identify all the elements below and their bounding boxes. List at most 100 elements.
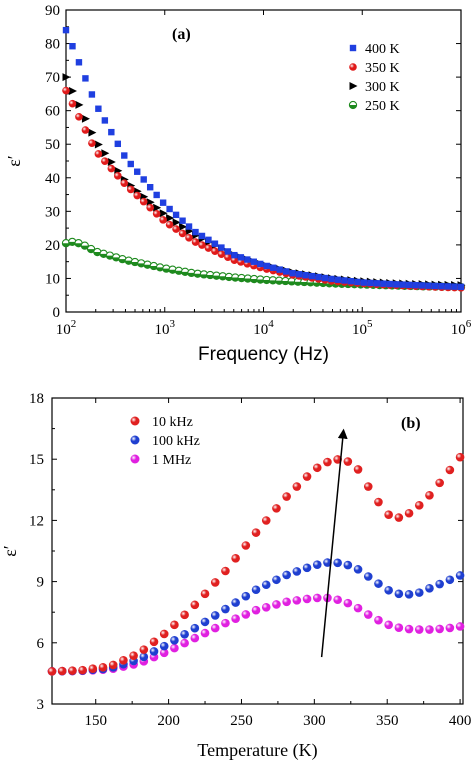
data-point bbox=[101, 117, 109, 124]
data-point bbox=[302, 472, 312, 481]
data-point bbox=[292, 567, 302, 576]
data-point bbox=[349, 63, 357, 71]
data-point bbox=[170, 643, 179, 653]
data-point bbox=[363, 610, 373, 619]
data-point bbox=[93, 247, 102, 257]
data-point bbox=[399, 281, 406, 288]
data-point bbox=[159, 209, 168, 218]
data-point bbox=[328, 275, 335, 283]
data-point bbox=[179, 222, 188, 231]
y-tick-label-b: 9 bbox=[37, 575, 45, 591]
legend-marker-b bbox=[130, 454, 140, 464]
data-point bbox=[205, 236, 212, 244]
y-tick-label-a: 80 bbox=[45, 37, 60, 53]
x-tick-label-b: 250 bbox=[230, 713, 253, 729]
data-point bbox=[221, 604, 230, 614]
data-point bbox=[323, 558, 332, 567]
data-point bbox=[126, 185, 135, 194]
data-point bbox=[134, 168, 141, 175]
data-point bbox=[343, 560, 353, 570]
data-point bbox=[435, 624, 444, 634]
data-point bbox=[153, 191, 160, 199]
data-point bbox=[292, 482, 302, 491]
data-point bbox=[95, 105, 102, 112]
data-point bbox=[312, 463, 322, 473]
data-point bbox=[425, 584, 434, 593]
legend-label-b: 1 MHz bbox=[152, 453, 191, 468]
data-point bbox=[312, 560, 322, 569]
data-point bbox=[374, 615, 383, 625]
y-tick-label-a: 10 bbox=[45, 271, 60, 287]
data-point bbox=[105, 251, 115, 260]
legend-marker-b bbox=[130, 416, 140, 426]
data-point bbox=[172, 218, 181, 227]
y-tick-label-a: 0 bbox=[53, 305, 61, 321]
data-point bbox=[190, 623, 200, 633]
data-point bbox=[384, 510, 393, 519]
legend-label-b: 10 kHz bbox=[152, 415, 193, 430]
data-point bbox=[75, 100, 84, 109]
data-point bbox=[363, 482, 373, 491]
data-point bbox=[414, 625, 424, 634]
data-point bbox=[170, 636, 179, 645]
data-point bbox=[243, 274, 252, 283]
data-point bbox=[211, 240, 219, 247]
data-point bbox=[80, 241, 89, 250]
data-point bbox=[191, 238, 200, 246]
data-point bbox=[218, 272, 227, 281]
data-point bbox=[81, 114, 90, 123]
data-point bbox=[360, 279, 368, 286]
data-point bbox=[435, 478, 444, 488]
data-point bbox=[165, 220, 174, 229]
chart-b: 3 6 9 12 15 18 150 200 250 300 350 400 Temperature (… bbox=[0, 391, 471, 761]
data-point bbox=[353, 565, 363, 574]
data-point bbox=[172, 225, 180, 233]
data-point bbox=[108, 128, 115, 136]
data-point bbox=[68, 86, 77, 95]
data-point bbox=[349, 44, 357, 52]
data-point bbox=[302, 272, 309, 279]
data-point bbox=[394, 589, 404, 599]
legend-b: 10 kHz 100 kHz 1 MHz bbox=[130, 415, 200, 468]
x-tick-label-a: 103 bbox=[155, 318, 176, 338]
data-point bbox=[404, 590, 414, 599]
data-point bbox=[107, 164, 116, 173]
data-point bbox=[425, 491, 434, 500]
data-point bbox=[101, 149, 110, 158]
data-point bbox=[98, 662, 108, 672]
chart-a: 0 10 20 30 40 50 60 70 80 90 102 103 104 105 106 Freque… bbox=[4, 3, 472, 365]
data-point bbox=[268, 276, 278, 285]
x-tick-label-b: 200 bbox=[157, 713, 180, 729]
data-point bbox=[114, 140, 122, 148]
legend-label-a: 350 K bbox=[365, 61, 400, 76]
data-point bbox=[425, 282, 432, 289]
data-point bbox=[414, 588, 424, 597]
data-point bbox=[323, 457, 332, 467]
legend-label-b: 100 kHz bbox=[152, 434, 200, 449]
x-axis-title-a: Frequency (Hz) bbox=[198, 344, 329, 365]
data-point bbox=[62, 26, 70, 34]
data-point bbox=[210, 623, 220, 633]
data-point bbox=[347, 277, 355, 285]
data-point bbox=[190, 633, 200, 643]
data-point bbox=[129, 651, 138, 660]
data-point bbox=[101, 157, 109, 166]
data-point bbox=[257, 260, 264, 268]
y-tick-label-b: 6 bbox=[37, 636, 45, 652]
panel-label-a: (a) bbox=[172, 26, 191, 43]
y-tick-label-b: 3 bbox=[37, 697, 45, 713]
x-tick-label-b: 350 bbox=[376, 713, 399, 729]
data-point bbox=[159, 629, 169, 639]
data-point bbox=[180, 629, 189, 639]
data-point bbox=[249, 274, 259, 284]
data-point bbox=[224, 253, 232, 262]
data-point bbox=[198, 241, 206, 249]
data-point bbox=[190, 600, 200, 610]
data-point bbox=[159, 648, 169, 658]
data-point bbox=[75, 59, 83, 66]
data-point bbox=[217, 250, 226, 258]
data-point bbox=[224, 248, 232, 255]
data-point bbox=[414, 501, 424, 510]
data-point bbox=[272, 600, 281, 609]
